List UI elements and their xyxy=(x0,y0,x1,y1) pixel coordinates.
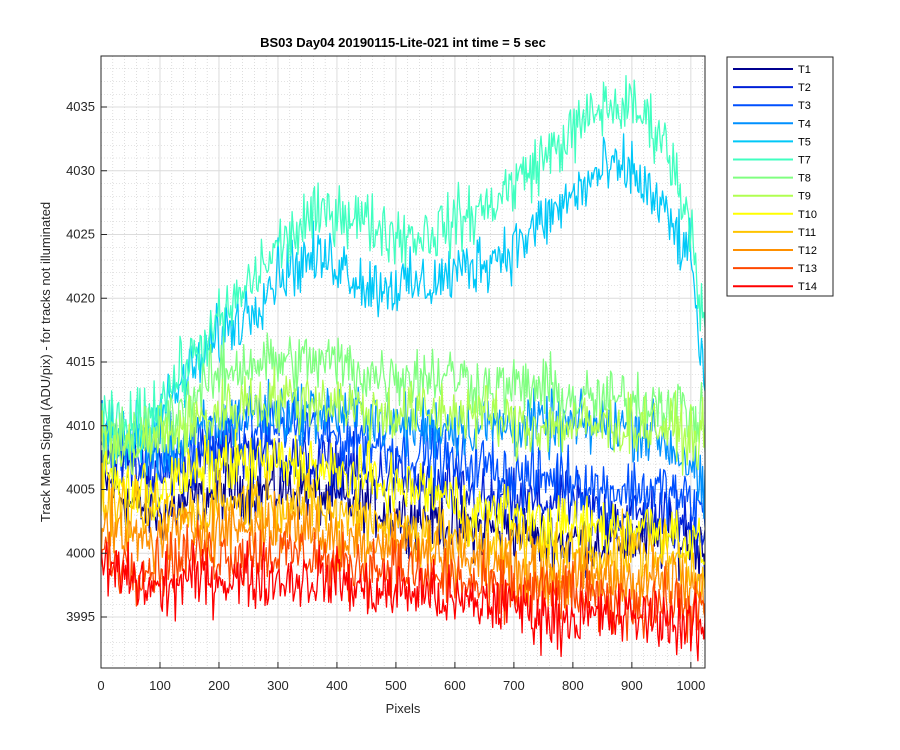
y-tick-label: 4010 xyxy=(66,418,95,433)
legend-label-t2: T2 xyxy=(798,82,811,94)
series-line-t9 xyxy=(101,366,705,480)
y-tick-label: 4035 xyxy=(66,99,95,114)
y-tick-label: 3995 xyxy=(66,609,95,624)
legend-label-t1: T1 xyxy=(798,64,811,76)
chart-title: BS03 Day04 20190115-Lite-021 int time = … xyxy=(260,35,546,50)
x-tick-label: 200 xyxy=(208,678,230,693)
series-line-t11 xyxy=(101,462,705,604)
legend: T1 T2 T3 T4 T5 T7 T8 T9 T10 T11 T12 T13 T14 xyxy=(726,56,834,297)
series-line-t7 xyxy=(101,74,705,461)
legend-label-t11: T11 xyxy=(798,227,816,239)
x-tick-label: 0 xyxy=(97,678,104,693)
series-layer xyxy=(101,74,705,662)
series-line-t10 xyxy=(101,429,705,565)
legend-label-t4: T4 xyxy=(798,118,811,130)
y-tick-label: 4020 xyxy=(66,290,95,305)
legend-label-t14: T14 xyxy=(798,281,817,293)
y-tick-label: 4005 xyxy=(66,482,95,497)
series-line-t14 xyxy=(101,540,705,662)
x-tick-label: 600 xyxy=(444,678,466,693)
x-tick-label: 1000 xyxy=(676,678,705,693)
series-line-t1 xyxy=(101,447,705,585)
series-line-t3 xyxy=(101,391,705,540)
legend-label-t7: T7 xyxy=(798,155,811,167)
x-tick-label: 400 xyxy=(326,678,348,693)
legend-label-t9: T9 xyxy=(798,191,811,203)
legend-label-t5: T5 xyxy=(798,136,811,148)
x-tick-label: 100 xyxy=(149,678,171,693)
legend-label-t10: T10 xyxy=(798,209,817,221)
legend-label-t3: T3 xyxy=(798,100,811,112)
x-tick-label: 500 xyxy=(385,678,407,693)
legend-label-t12: T12 xyxy=(798,245,817,257)
x-tick-label: 700 xyxy=(503,678,525,693)
y-tick-label: 4000 xyxy=(66,545,95,560)
y-axis-label: Track Mean Signal (ADU/pix) - for tracks… xyxy=(38,202,53,522)
x-axis-label: Pixels xyxy=(386,701,421,716)
x-axis: 0 100 200 300 400 500 600 700 800 900 1000 xyxy=(97,662,705,693)
y-tick-label: 4025 xyxy=(66,227,95,242)
y-tick-label: 4030 xyxy=(66,163,95,178)
y-axis: 3995 4000 4005 4010 4015 4020 4025 4030 4035 xyxy=(66,99,107,624)
x-tick-label: 800 xyxy=(562,678,584,693)
legend-label-t8: T8 xyxy=(798,173,811,185)
legend-label-t13: T13 xyxy=(798,263,817,275)
x-tick-label: 300 xyxy=(267,678,289,693)
series-line-t8 xyxy=(101,332,705,458)
y-tick-label: 4015 xyxy=(66,354,95,369)
series-line-t12 xyxy=(101,487,705,617)
legend-box xyxy=(726,56,834,297)
x-tick-label: 900 xyxy=(621,678,643,693)
